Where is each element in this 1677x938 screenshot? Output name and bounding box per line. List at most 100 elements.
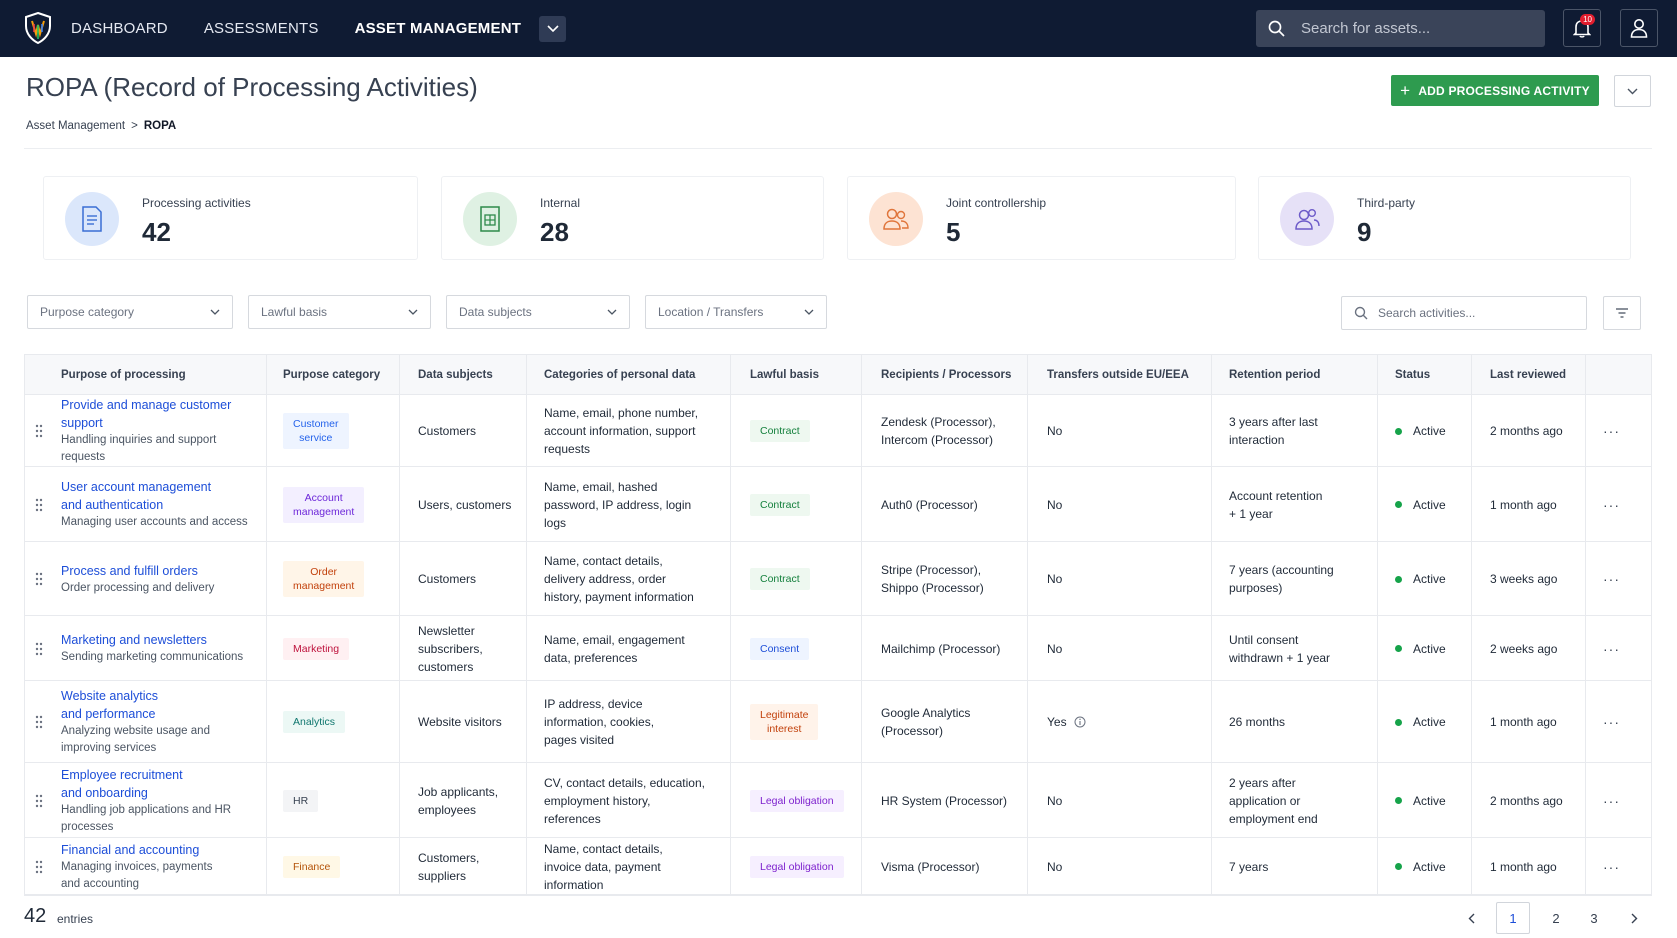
purpose-title-link[interactable]: support [61, 416, 103, 430]
column-divider [730, 355, 731, 395]
filter-data-subjects[interactable]: Data subjects [446, 295, 630, 329]
purpose-title-link[interactable]: Financial and accounting [61, 842, 200, 857]
data-line: Name, email, engagement [544, 632, 685, 647]
drag-handle-icon[interactable] [35, 763, 43, 838]
column-header[interactable]: Data subjects [418, 369, 493, 381]
more-actions-icon[interactable]: ··· [1603, 858, 1620, 875]
retention-text: Until consent withdrawn + 1 year [1229, 631, 1330, 667]
column-divider [1027, 763, 1028, 838]
column-header[interactable]: Purpose of processing [61, 369, 186, 381]
column-divider [266, 838, 267, 895]
column-header[interactable]: Purpose category [283, 369, 381, 381]
notifications-button[interactable]: 10 [1563, 9, 1601, 47]
nav-asset-management[interactable]: ASSET MANAGEMENT [354, 20, 522, 37]
info-icon[interactable] [1074, 716, 1086, 728]
nav-dashboard[interactable]: DASHBOARD [71, 20, 168, 37]
table-row[interactable]: Employee recruitment and onboarding Handli… [25, 763, 1651, 838]
purpose-description: Handling job applications and HR [61, 803, 232, 816]
column-divider [1471, 355, 1472, 395]
purpose-title-link[interactable]: Process and fulfill orders [61, 563, 198, 578]
nav-assessments[interactable]: ASSESSMENTS [203, 20, 319, 37]
page-1-button[interactable]: 1 [1496, 902, 1530, 934]
personal-data-text: Name, contact details, invoice data, paym… [544, 840, 663, 894]
stat-icon-circle [869, 192, 923, 246]
column-divider [1377, 838, 1378, 895]
column-header[interactable]: Categories of personal data [544, 369, 696, 381]
column-divider [730, 616, 731, 681]
data-line: CV, contact details, education, [544, 775, 705, 790]
breadcrumb-asset-management[interactable]: Asset Management [26, 120, 126, 132]
data-subjects-text: Customers, suppliers [418, 849, 479, 885]
drag-handle-icon[interactable] [35, 542, 43, 616]
data-subjects-cell: Customers [418, 542, 520, 616]
filter-location-transfers[interactable]: Location / Transfers [645, 295, 827, 329]
column-divider [1585, 355, 1586, 395]
transfer-value: Yes [1047, 715, 1067, 729]
table-row[interactable]: Financial and accounting Managing invoice… [25, 838, 1651, 895]
data-line: password, IP address, login [544, 497, 692, 512]
column-header[interactable]: Last reviewed [1490, 369, 1567, 381]
filter-lawful-basis[interactable]: Lawful basis [248, 295, 431, 329]
drag-handle-icon[interactable] [35, 467, 43, 542]
more-actions-icon[interactable]: ··· [1603, 423, 1620, 439]
asset-search-input[interactable] [1301, 20, 1521, 37]
stat-label: Internal [540, 196, 581, 210]
filter-purpose-category[interactable]: Purpose category [27, 295, 233, 329]
badge-text: Finance [293, 860, 331, 873]
more-actions-icon[interactable]: ··· [1603, 571, 1620, 587]
add-options-dropdown-button[interactable] [1614, 75, 1651, 107]
page-3-button[interactable]: 3 [1590, 910, 1598, 926]
prev-page-button[interactable] [1456, 902, 1486, 934]
more-actions-icon[interactable]: ··· [1603, 714, 1620, 730]
table-row[interactable]: User account management and authenticatio… [25, 467, 1651, 542]
drag-handle-icon[interactable] [35, 838, 43, 895]
recipients-cell: Auth0 (Processor) [881, 467, 1021, 542]
add-processing-activity-button[interactable]: + ADD PROCESSING ACTIVITY [1391, 75, 1599, 106]
purpose-title-link[interactable]: Provide and manage customer [61, 398, 232, 412]
purpose-cell: User account management and authenticatio… [61, 467, 260, 542]
status-cell: Active [1395, 681, 1465, 763]
purpose-title-link[interactable]: and performance [61, 707, 156, 721]
table-row[interactable]: Marketing and newsletters Sending marketi… [25, 616, 1651, 681]
drag-handle-icon[interactable] [35, 681, 43, 763]
user-profile-button[interactable] [1620, 9, 1658, 47]
stat-icon-circle [1280, 192, 1334, 246]
column-header[interactable]: Transfers outside EU/EEA [1047, 369, 1189, 381]
drag-handle-icon[interactable] [35, 616, 43, 681]
recipients-cell: HR System (Processor) [881, 763, 1021, 838]
purpose-description: Managing user accounts and access [61, 516, 248, 528]
purpose-title-link[interactable]: User account management [61, 480, 212, 494]
purpose-title-link[interactable]: and authentication [61, 498, 164, 512]
more-actions-icon[interactable]: ··· [1603, 640, 1620, 657]
more-actions-icon[interactable]: ··· [1603, 496, 1620, 513]
purpose-title-link[interactable]: Employee recruitment [61, 767, 183, 782]
more-actions-icon[interactable]: ··· [1603, 792, 1620, 809]
drag-handle-icon[interactable] [35, 395, 43, 467]
column-divider [861, 763, 862, 838]
shield-logo-icon[interactable] [24, 12, 52, 44]
purpose-title-link[interactable]: Website analytics [61, 689, 159, 703]
personal-data-text: CV, contact details, education, employmen… [544, 774, 705, 828]
column-divider [1585, 838, 1586, 895]
table-row[interactable]: Website analytics and performance Analyzin… [25, 681, 1651, 763]
activity-search-input[interactable] [1378, 306, 1578, 320]
page-2-button[interactable]: 2 [1552, 910, 1560, 926]
column-divider [1211, 355, 1212, 395]
column-header[interactable]: Recipients / Processors [881, 369, 1012, 381]
data-line: delivery address, order [544, 572, 667, 586]
purpose-title-link[interactable]: and onboarding [61, 785, 148, 800]
advanced-filter-button[interactable] [1603, 296, 1641, 330]
user-icon [1630, 19, 1648, 38]
retention-cell: 26 months [1229, 681, 1371, 763]
column-divider [861, 542, 862, 616]
column-header[interactable]: Lawful basis [750, 369, 820, 381]
next-page-button[interactable] [1619, 902, 1649, 934]
purpose-title-link[interactable]: Marketing and newsletters [61, 633, 207, 647]
last-reviewed-cell: 2 weeks ago [1490, 616, 1579, 681]
chevron-down-icon [607, 309, 617, 315]
table-row[interactable]: Provide and manage customer support Handli… [25, 395, 1651, 467]
nav-dropdown-button[interactable] [539, 15, 567, 42]
column-header[interactable]: Status [1395, 369, 1431, 381]
table-row[interactable]: Process and fulfill orders Order processi… [25, 542, 1651, 616]
column-header[interactable]: Retention period [1229, 369, 1321, 381]
